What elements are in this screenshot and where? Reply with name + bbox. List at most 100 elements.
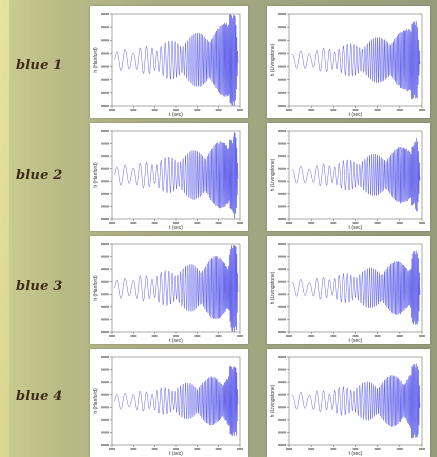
y-tick-label xyxy=(278,368,286,371)
y-axis-label: h (Livingstone) xyxy=(270,43,276,76)
x-tick-label xyxy=(419,448,425,450)
y-tick-label xyxy=(101,105,109,107)
x-tick-label xyxy=(308,109,315,111)
y-tick-label xyxy=(101,52,109,55)
y-tick-label xyxy=(101,130,109,132)
y-tick-label xyxy=(101,331,109,333)
waveform-line xyxy=(291,137,421,212)
waveform-line xyxy=(291,21,421,99)
x-tick-label xyxy=(374,335,381,337)
y-tick-label xyxy=(101,180,109,183)
y-tick-label xyxy=(278,406,286,409)
x-tick-label xyxy=(237,448,243,450)
waveform-line xyxy=(291,363,421,439)
x-tick-label xyxy=(130,335,137,337)
y-tick-label xyxy=(101,218,109,220)
y-tick-label xyxy=(278,418,286,421)
y-tick-label xyxy=(101,91,109,94)
x-tick-label xyxy=(308,448,315,450)
x-tick-label xyxy=(194,109,201,111)
y-tick-label xyxy=(278,39,286,42)
waveform-plot: h (Livingstone) t (sec) xyxy=(270,243,425,344)
y-tick-label xyxy=(101,65,109,68)
x-tick-label xyxy=(194,335,201,337)
row-label-blue-1: blue 1 xyxy=(16,58,63,73)
x-tick-label xyxy=(109,109,115,111)
y-tick-label xyxy=(101,293,109,296)
x-tick-label xyxy=(215,109,222,111)
plot-panel-row3-hanford: h (Hanford) t (sec) xyxy=(90,236,248,344)
y-tick-label xyxy=(101,26,109,29)
x-tick-label xyxy=(215,335,222,337)
x-tick-label xyxy=(374,448,381,450)
x-tick-label xyxy=(215,448,222,450)
x-tick-label xyxy=(286,335,292,337)
x-tick-label xyxy=(151,448,158,450)
x-tick-label xyxy=(330,335,337,337)
x-tick-label xyxy=(330,109,337,111)
y-tick-label xyxy=(101,444,109,446)
y-axis-label: h (Hanford) xyxy=(93,275,99,301)
y-tick-label xyxy=(101,418,109,421)
y-tick-label xyxy=(101,431,109,434)
y-tick-label xyxy=(101,381,109,384)
waveform-plot: h (Livingstone) t (sec) xyxy=(270,130,425,231)
y-tick-label xyxy=(101,167,109,170)
waveform-line xyxy=(114,244,239,332)
x-tick-label xyxy=(194,222,201,224)
x-tick-label xyxy=(237,109,243,111)
x-tick-label xyxy=(173,335,179,337)
y-tick-label xyxy=(278,331,286,333)
x-tick-label xyxy=(130,109,137,111)
y-tick-label xyxy=(101,39,109,42)
x-axis-label: t (sec) xyxy=(169,225,183,231)
y-tick-label xyxy=(278,52,286,55)
x-tick-label xyxy=(173,222,179,224)
x-tick-label xyxy=(151,109,158,111)
y-tick-label xyxy=(278,444,286,446)
x-tick-label xyxy=(308,222,315,224)
y-tick-label xyxy=(278,180,286,183)
y-axis-label: h (Hanford) xyxy=(93,47,99,73)
row-label-blue-3: blue 3 xyxy=(16,279,63,294)
x-tick-label xyxy=(419,222,425,224)
y-tick-label xyxy=(278,142,286,145)
x-tick-label xyxy=(419,109,425,111)
waveform-plot: h (Hanford) t (sec) xyxy=(93,243,243,344)
x-tick-label xyxy=(352,109,359,111)
x-axis-label: t (sec) xyxy=(169,112,183,118)
y-tick-label xyxy=(101,268,109,271)
x-tick-label xyxy=(109,222,115,224)
x-tick-label xyxy=(286,222,292,224)
y-tick-label xyxy=(278,255,286,258)
y-tick-label xyxy=(278,65,286,68)
x-tick-label xyxy=(173,448,179,450)
y-tick-label xyxy=(101,255,109,258)
row-label-blue-2: blue 2 xyxy=(16,168,63,183)
y-tick-label xyxy=(101,13,109,15)
waveform-plot: h (Hanford) t (sec) xyxy=(93,13,243,118)
plot-panel-row4-livingstone: h (Livingstone) t (sec) xyxy=(267,349,430,457)
y-tick-label xyxy=(101,318,109,321)
y-axis-label: h (Livingstone) xyxy=(270,158,276,191)
y-tick-label xyxy=(101,406,109,409)
y-tick-label xyxy=(278,393,286,396)
x-tick-label xyxy=(396,109,403,111)
x-axis-label: t (sec) xyxy=(169,338,183,344)
y-tick-label xyxy=(101,368,109,371)
x-tick-label xyxy=(352,448,359,450)
x-axis-label: t (sec) xyxy=(349,338,363,344)
row-label-blue-4: blue 4 xyxy=(16,389,63,404)
y-tick-label xyxy=(278,155,286,158)
y-tick-label xyxy=(278,218,286,220)
y-tick-label xyxy=(101,243,109,245)
x-tick-label xyxy=(330,222,337,224)
x-tick-label xyxy=(151,335,158,337)
x-tick-label xyxy=(130,448,137,450)
y-axis-label: h (Livingstone) xyxy=(270,384,276,417)
waveform-line xyxy=(114,14,239,106)
x-axis-label: t (sec) xyxy=(349,112,363,118)
y-tick-label xyxy=(278,293,286,296)
plot-panel-row1-livingstone: h (Livingstone) t (sec) xyxy=(267,6,430,118)
y-tick-label xyxy=(278,305,286,308)
